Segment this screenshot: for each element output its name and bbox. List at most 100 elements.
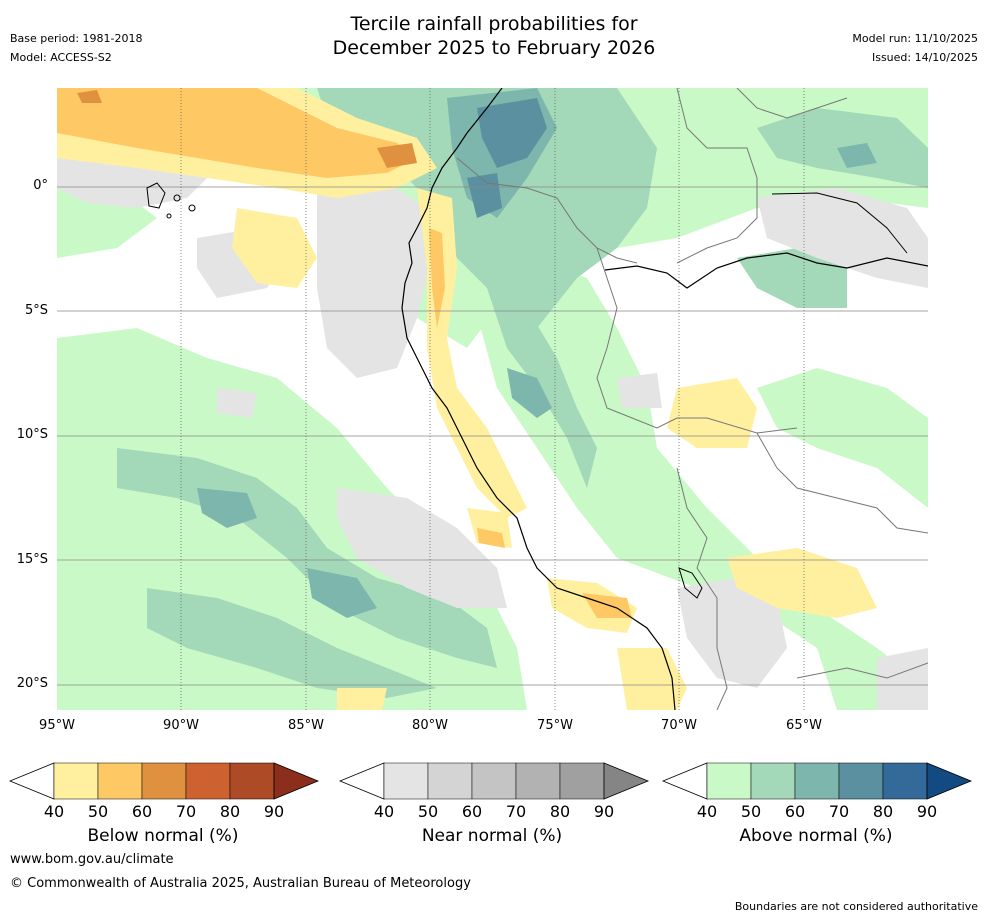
legend-near-high-arrow xyxy=(603,762,650,800)
footer-disclaimer: Boundaries are not considered authoritat… xyxy=(734,900,978,913)
above60-southwest xyxy=(197,488,257,528)
near-far-southeast xyxy=(877,648,928,710)
legend-below-tick-5: 90 xyxy=(264,802,284,821)
legend-below-normal: 40 50 60 70 80 90 xyxy=(8,762,320,821)
above60-central xyxy=(507,368,552,418)
below50-mid xyxy=(477,528,505,548)
near-small-1 xyxy=(217,388,257,418)
south-america-coastline xyxy=(401,87,676,711)
legend-near-low-arrow xyxy=(338,762,385,800)
lon-label-80w: 80°W xyxy=(412,718,448,733)
near-small-2 xyxy=(617,373,662,408)
legend-above-swatch-1 xyxy=(750,762,796,800)
legend-above-swatch-2 xyxy=(794,762,840,800)
legend-below-tick-1: 50 xyxy=(88,802,108,821)
legend-below-tick-2: 60 xyxy=(132,802,152,821)
below50-south xyxy=(582,593,632,618)
legend-above-swatch-0 xyxy=(706,762,752,800)
model-run-text: Model run: 11/10/2025 xyxy=(852,32,978,45)
lon-label-95w: 95°W xyxy=(39,718,75,733)
legend-above-swatch-4 xyxy=(882,762,928,800)
legend-below-tick-4: 80 xyxy=(220,802,240,821)
below-east-region xyxy=(667,378,757,448)
legend-near-swatch-4 xyxy=(559,762,605,800)
footer-copyright: © Commonwealth of Australia 2025, Austra… xyxy=(10,876,471,891)
legend-near-swatch-0 xyxy=(383,762,429,800)
legend-near-tick-0: 40 xyxy=(374,802,394,821)
amazon-river xyxy=(604,252,929,289)
legend-above-tick-5: 90 xyxy=(917,802,937,821)
galapagos-islands xyxy=(146,182,196,219)
legend-near-tick-2: 60 xyxy=(462,802,482,821)
legend-above-low-arrow xyxy=(661,762,708,800)
near-east-region xyxy=(757,188,928,288)
below50-coast xyxy=(429,228,445,328)
above60-east xyxy=(837,143,877,168)
below50-north xyxy=(57,88,417,178)
title-line-2: December 2025 to February 2026 xyxy=(332,37,656,59)
legend-above-tick-0: 40 xyxy=(697,802,717,821)
lat-label-20s: 20°S xyxy=(16,676,48,691)
legend-near-tick-5: 90 xyxy=(594,802,614,821)
below-coast-strip xyxy=(417,188,527,518)
near-coast-region xyxy=(317,183,432,378)
footer-url: www.bom.gov.au/climate xyxy=(10,852,174,867)
below-50-layer xyxy=(57,88,632,618)
lat-label-10s: 10°S xyxy=(16,427,48,442)
base-period-text: Base period: 1981-2018 xyxy=(10,32,143,45)
below-far-south xyxy=(617,648,687,710)
gridlines xyxy=(57,186,928,686)
title-line-1: Tercile rainfall probabilities for xyxy=(350,13,638,35)
legend-below-title: Below normal (%) xyxy=(87,826,239,846)
legend-below-swatch-1 xyxy=(97,762,143,800)
legend-below-low-arrow xyxy=(8,762,55,800)
rainfall-map[interactable] xyxy=(57,87,929,711)
legend-below-swatch-2 xyxy=(141,762,187,800)
lat-label-5s: 5°S xyxy=(24,303,48,318)
country-borders xyxy=(456,87,929,711)
lon-label-70w: 70°W xyxy=(661,718,697,733)
below60-mid xyxy=(377,143,417,168)
legend-near-tick-4: 80 xyxy=(550,802,570,821)
legend-near-title: Near normal (%) xyxy=(421,826,563,846)
near-south-region xyxy=(337,488,507,608)
legend-above-normal: 40 50 60 70 80 90 xyxy=(661,762,973,821)
lon-label-65w: 65°W xyxy=(786,718,822,733)
legend-above-tick-3: 70 xyxy=(829,802,849,821)
lat-label-15s: 15°S xyxy=(16,552,48,567)
legend-near-swatch-3 xyxy=(515,762,561,800)
above-east-region xyxy=(757,368,928,508)
lon-label-90w: 90°W xyxy=(163,718,199,733)
legend-container: 40 50 60 70 80 90 40 50 60 70 80 90 40 50 60 70 80 90 xyxy=(8,762,973,821)
rio-negro xyxy=(771,192,908,254)
legend-near-normal: 40 50 60 70 80 90 xyxy=(338,762,650,821)
legend-near-swatch-2 xyxy=(471,762,517,800)
issued-text: Issued: 14/10/2025 xyxy=(871,51,978,64)
legend-below-tick-3: 70 xyxy=(176,802,196,821)
map-canvas xyxy=(57,87,929,711)
below-60-layer xyxy=(77,90,417,168)
legend-above-title: Above normal (%) xyxy=(739,826,893,846)
legend-near-tick-3: 70 xyxy=(506,802,526,821)
legend-near-swatch-1 xyxy=(427,762,473,800)
legend-below-tick-0: 40 xyxy=(44,802,64,821)
near-southeast-region xyxy=(677,578,787,688)
above-central-band xyxy=(467,258,928,710)
model-text: Model: ACCESS-S2 xyxy=(10,51,112,64)
legend-above-tick-1: 50 xyxy=(741,802,761,821)
above50-south xyxy=(147,588,437,698)
below-south-small xyxy=(337,688,387,710)
below60-north xyxy=(77,90,102,103)
legend-near-tick-1: 50 xyxy=(418,802,438,821)
above70-north xyxy=(477,98,547,168)
legend-below-swatch-0 xyxy=(53,762,99,800)
legend-below-high-arrow xyxy=(273,762,320,800)
lat-label-0: 0° xyxy=(33,178,48,193)
legend-below-swatch-4 xyxy=(229,762,275,800)
lake-titicaca xyxy=(678,567,703,599)
map-title: Tercile rainfall probabilities for Decem… xyxy=(0,12,988,60)
legend-below-swatch-3 xyxy=(185,762,231,800)
above60-south xyxy=(307,568,377,618)
below-southeast-region xyxy=(727,548,877,618)
legend-above-tick-4: 80 xyxy=(873,802,893,821)
